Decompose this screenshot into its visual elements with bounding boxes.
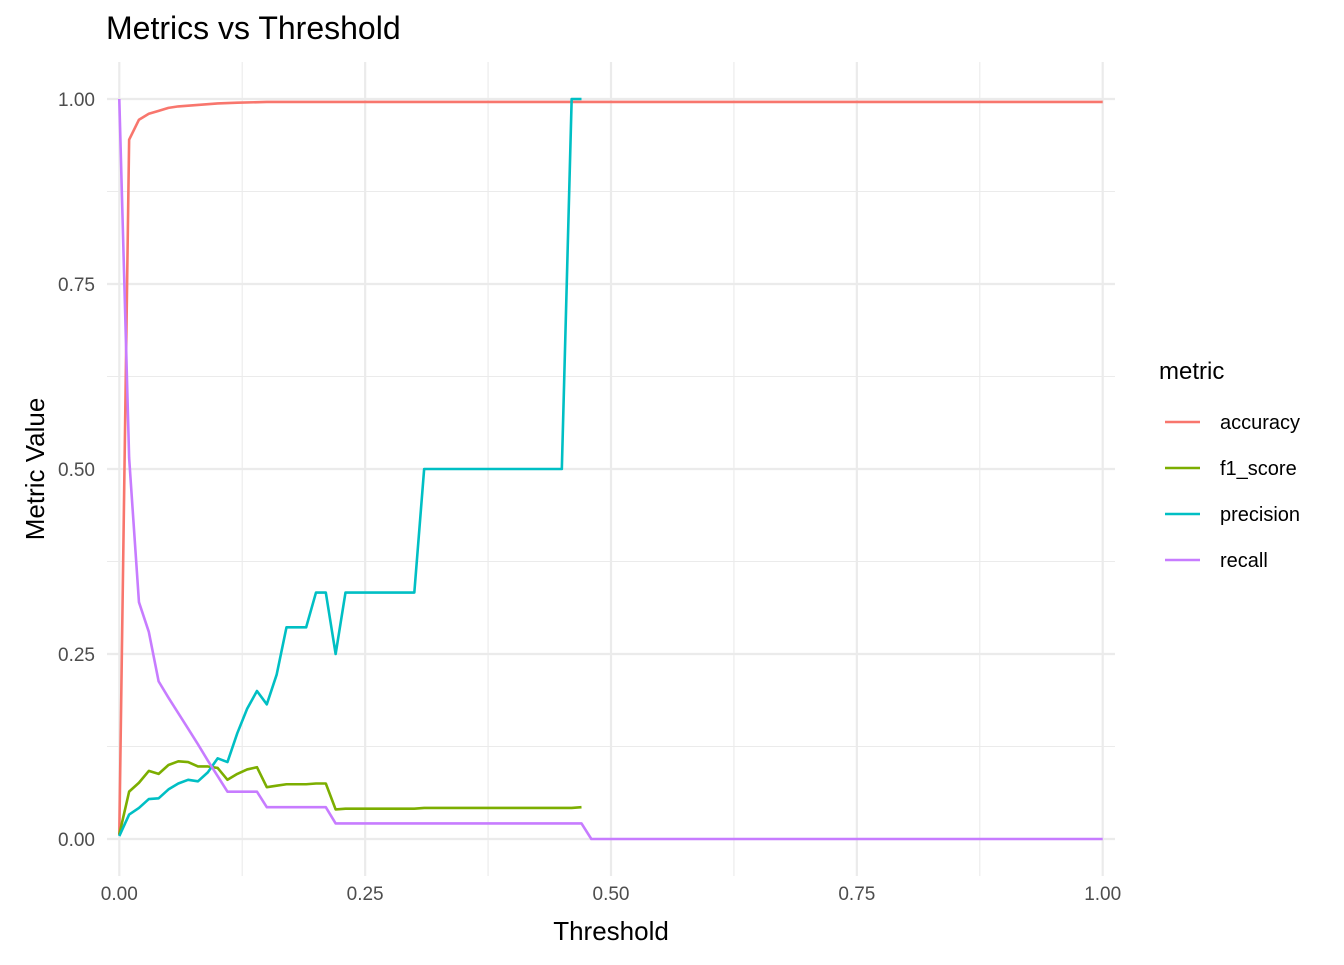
- series-line-f1_score: [118, 759, 582, 835]
- x-tick-label: 0.00: [101, 884, 138, 905]
- legend: metric accuracy f1_score precision recall: [1159, 358, 1300, 572]
- y-tick-label: 0.25: [58, 645, 95, 666]
- legend-label-f1_score: f1_score: [1220, 458, 1297, 480]
- legend-items: accuracy f1_score precision recall: [1165, 412, 1300, 572]
- y-axis-ticks: 0.00 0.25 0.50 0.75 1.00: [58, 90, 95, 851]
- x-tick-label: 0.25: [347, 884, 384, 905]
- chart-title: Metrics vs Threshold: [106, 10, 401, 46]
- x-tick-label: 0.75: [838, 884, 875, 905]
- legend-label-recall: recall: [1220, 550, 1268, 572]
- x-tick-label: 1.00: [1084, 884, 1121, 905]
- y-tick-label: 0.50: [58, 460, 95, 481]
- series-lines: [117, 97, 1103, 841]
- legend-label-precision: precision: [1220, 504, 1300, 526]
- legend-label-accuracy: accuracy: [1220, 412, 1300, 434]
- legend-title: metric: [1159, 358, 1224, 385]
- x-axis-ticks: 0.00 0.25 0.50 0.75 1.00: [101, 884, 1121, 905]
- y-tick-label: 1.00: [58, 90, 95, 111]
- x-tick-label: 0.50: [593, 884, 630, 905]
- series-line-accuracy: [117, 100, 1103, 836]
- grid-lines: [107, 62, 1115, 876]
- y-axis-title: Metric Value: [20, 398, 50, 541]
- y-tick-label: 0.00: [58, 830, 95, 851]
- series-line-precision: [118, 97, 582, 837]
- series-line-recall: [117, 98, 1103, 841]
- y-tick-label: 0.75: [58, 275, 95, 296]
- x-axis-title: Threshold: [553, 916, 669, 946]
